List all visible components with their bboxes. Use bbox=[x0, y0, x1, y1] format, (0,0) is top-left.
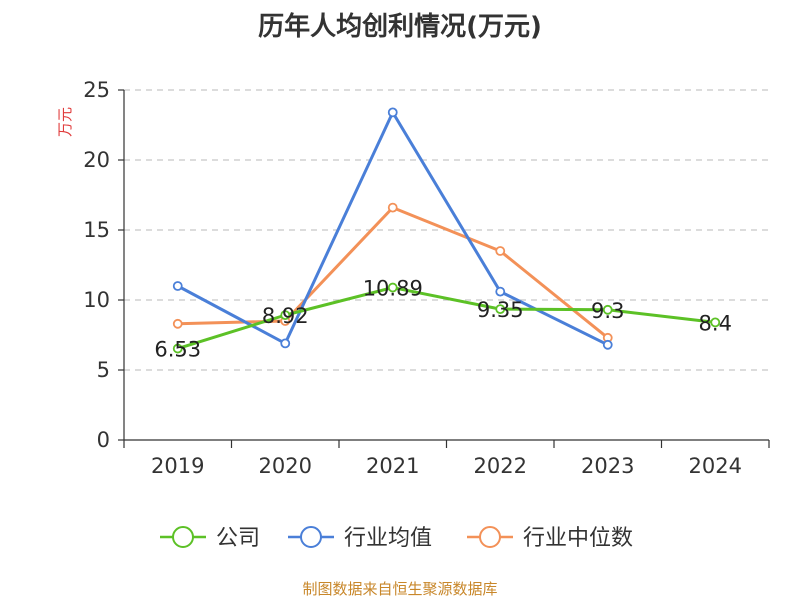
legend-marker bbox=[300, 526, 322, 548]
data-point bbox=[387, 202, 398, 213]
legend-label: 公司 bbox=[216, 526, 260, 551]
legend-marker bbox=[172, 526, 194, 548]
data-point bbox=[280, 338, 291, 349]
data-label: 8.92 bbox=[262, 304, 309, 328]
legend-marker bbox=[479, 526, 501, 548]
data-label: 9.3 bbox=[591, 299, 624, 323]
data-labels: 6.53 8.92 10.89 9.35 9.3 8.4 bbox=[154, 277, 732, 362]
axes: 0 5 10 15 20 25 万元 2019 2020 2021 2022 2023 2024 bbox=[56, 78, 770, 478]
legend-label: 行业均值 bbox=[344, 526, 432, 551]
data-point bbox=[172, 281, 183, 291]
data-point bbox=[172, 318, 183, 329]
data-label: 6.53 bbox=[154, 338, 201, 362]
x-tick-label: 2023 bbox=[581, 454, 634, 478]
data-label: 10.89 bbox=[363, 277, 423, 301]
x-tick-label: 2024 bbox=[689, 454, 742, 478]
data-point bbox=[280, 310, 291, 321]
y-tick-label: 10 bbox=[83, 288, 110, 312]
source-footer: 制图数据来自恒生聚源数据库 bbox=[302, 580, 498, 598]
series-line-0 bbox=[177, 286, 716, 351]
chart-title: 历年人均创利情况(万元) bbox=[258, 12, 542, 42]
data-point bbox=[602, 339, 613, 350]
data-point bbox=[602, 304, 613, 315]
data-point bbox=[387, 282, 398, 293]
data-point bbox=[495, 246, 506, 256]
y-axis-title: 万元 bbox=[56, 107, 74, 137]
y-tick-label: 20 bbox=[83, 148, 110, 172]
y-tick-label: 0 bbox=[97, 428, 110, 452]
series-lines bbox=[172, 107, 721, 354]
data-label: 9.35 bbox=[477, 298, 524, 322]
legend: 公司 行业均值 行业中位数 bbox=[160, 526, 633, 551]
data-point bbox=[710, 317, 721, 328]
legend-label: 行业中位数 bbox=[523, 526, 633, 551]
data-label: 8.4 bbox=[699, 311, 732, 335]
data-point bbox=[172, 343, 183, 354]
y-tick-label: 5 bbox=[97, 358, 110, 382]
y-tick-label: 25 bbox=[83, 78, 110, 102]
x-tick-label: 2021 bbox=[366, 454, 419, 478]
series-line-2 bbox=[177, 206, 609, 339]
y-tick-label: 15 bbox=[83, 218, 110, 242]
x-tick-label: 2019 bbox=[151, 454, 204, 478]
data-point bbox=[495, 286, 506, 297]
x-tick-label: 2020 bbox=[259, 454, 312, 478]
data-point bbox=[495, 304, 506, 315]
x-tick-label: 2022 bbox=[474, 454, 527, 478]
data-point bbox=[387, 107, 398, 118]
